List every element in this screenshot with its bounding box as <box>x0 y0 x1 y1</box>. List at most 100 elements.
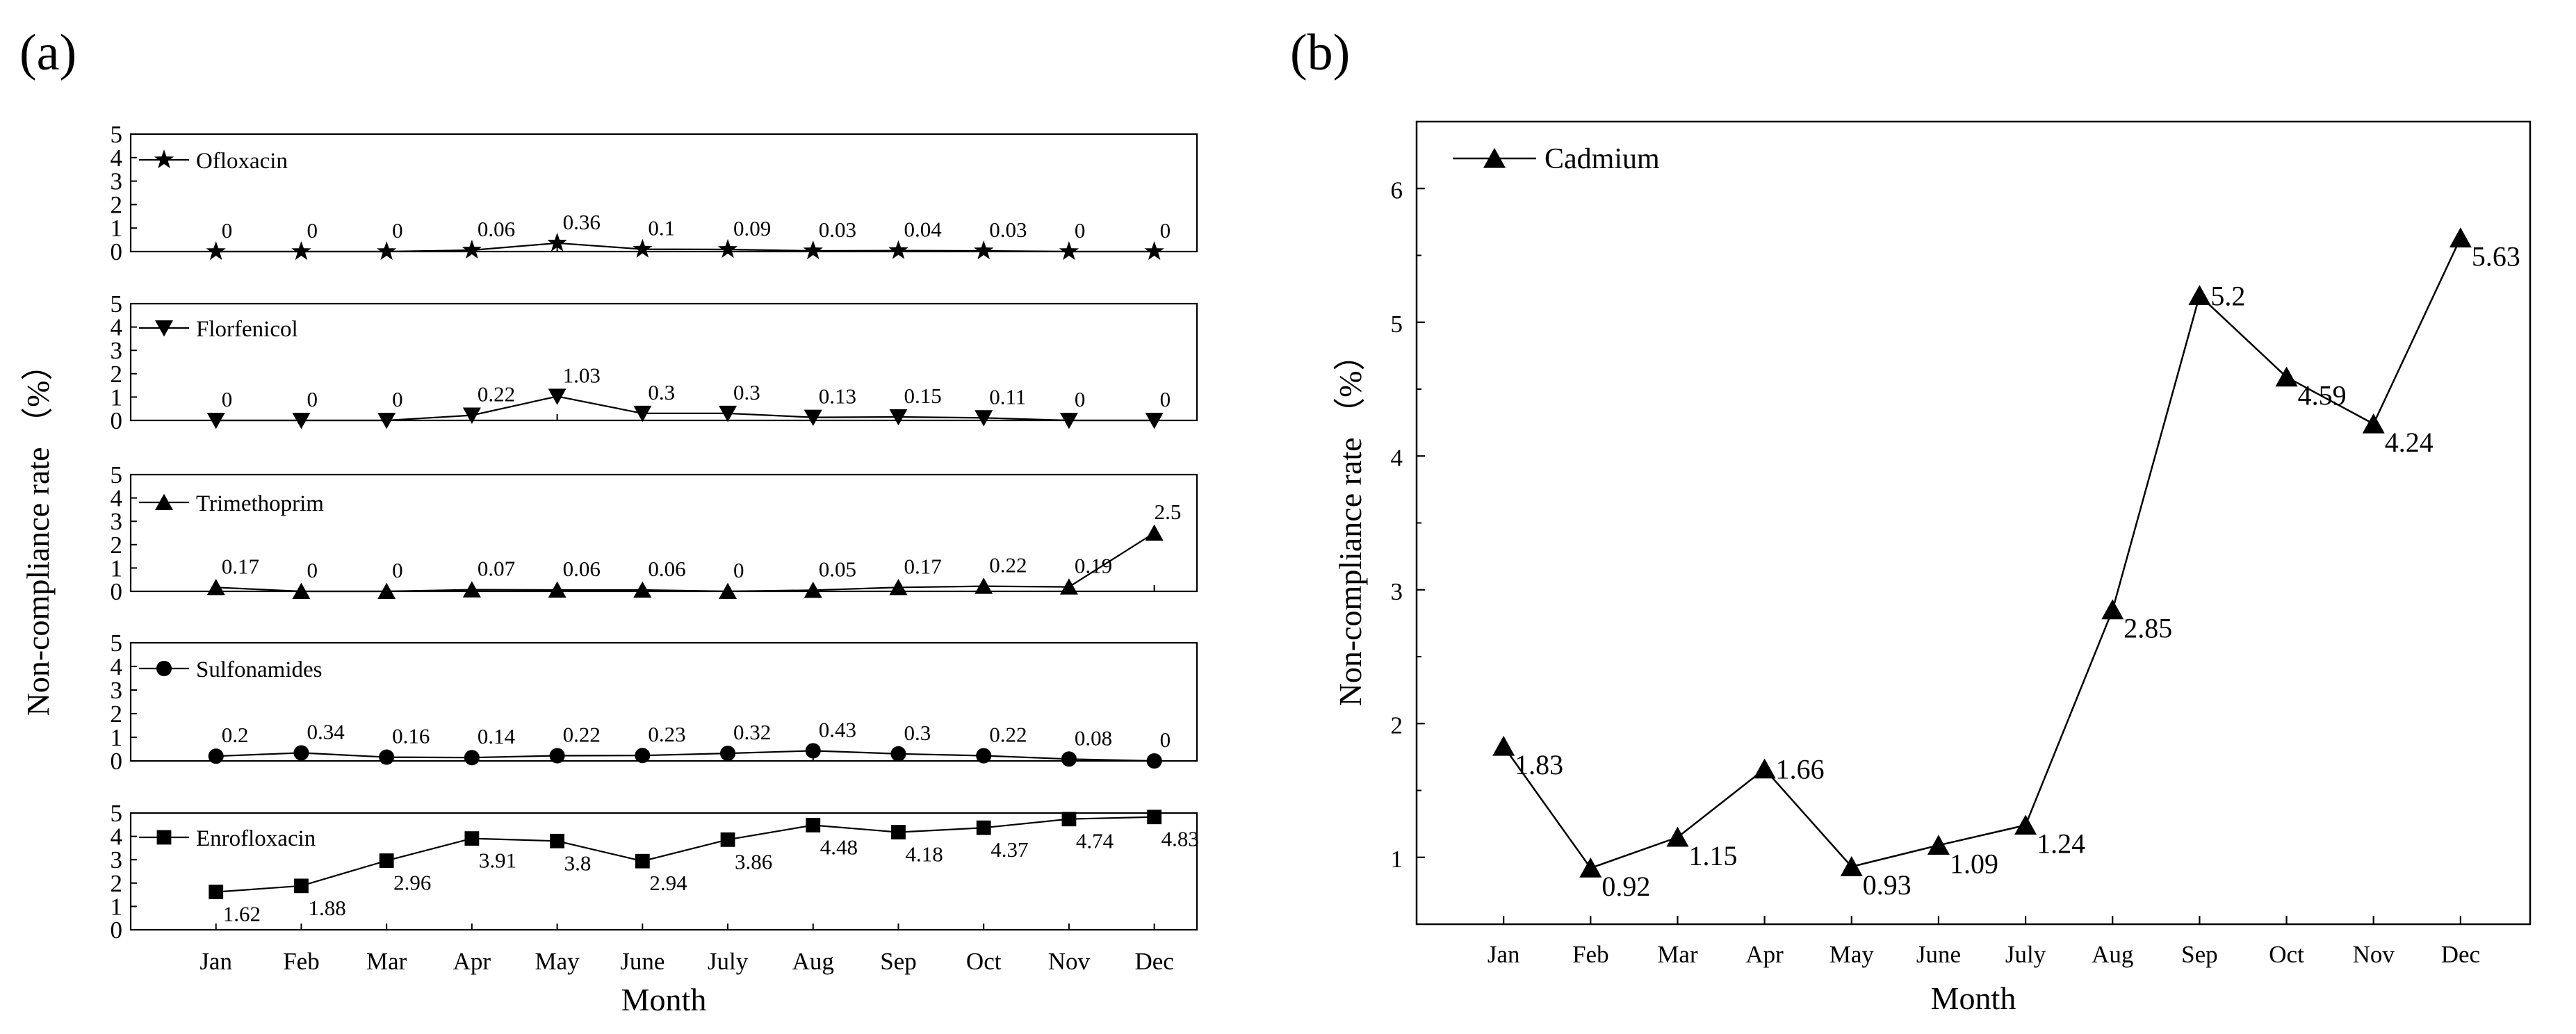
plot-frame <box>129 812 1198 931</box>
data-label: 0.06 <box>563 557 601 581</box>
y-tick-label: 2 <box>111 870 123 897</box>
series-line-sulfonamides <box>215 750 1155 762</box>
x-tick-label: Oct <box>966 948 1002 975</box>
data-point <box>635 748 651 764</box>
data-label: 0.16 <box>392 724 430 748</box>
x-tick-label: Apr <box>1745 941 1784 968</box>
y-tick-label: 5 <box>1391 311 1403 338</box>
y-tick-label: 1 <box>111 215 123 242</box>
series-line-florfenicol <box>215 395 1155 422</box>
y-tick-label: 2 <box>111 361 123 388</box>
data-label: 0 <box>1075 387 1086 411</box>
data-label: 0 <box>392 218 403 243</box>
y-tick-label: 2 <box>111 191 123 218</box>
data-label: 0.05 <box>819 557 856 581</box>
legend-label: Trimethoprim <box>196 491 324 516</box>
data-label: 4.74 <box>1076 829 1114 853</box>
y-tick-label: 5 <box>111 630 123 657</box>
y-tick-label: 5 <box>111 461 123 489</box>
data-point <box>974 240 994 260</box>
legend-marker <box>154 149 174 169</box>
data-point <box>1146 753 1162 769</box>
y-tick-label: 2 <box>111 532 123 559</box>
data-point <box>462 407 481 424</box>
data-label: 0.1 <box>648 216 675 240</box>
y-tick-label: 4 <box>111 314 123 341</box>
x-axis-title: Month <box>621 982 707 1017</box>
x-tick-label: Dec <box>2441 941 2480 968</box>
data-point <box>891 825 906 839</box>
x-tick-label: Jan <box>1487 941 1520 968</box>
y-tick-label: 0 <box>111 407 123 434</box>
data-point <box>2014 814 2037 835</box>
y-tick-label: 4 <box>111 653 123 680</box>
data-point <box>291 241 311 261</box>
data-label: 0 <box>307 218 318 243</box>
y-tick-label: 4 <box>111 145 123 172</box>
data-point <box>633 405 652 422</box>
data-label: 0.14 <box>478 724 516 748</box>
legend-marker <box>156 830 172 845</box>
data-label: 0.11 <box>989 384 1026 409</box>
data-label: 0 <box>307 387 318 411</box>
data-label: 0.15 <box>904 384 941 408</box>
y-tick-label: 4 <box>1391 444 1403 471</box>
data-point <box>633 581 652 598</box>
data-point <box>464 750 480 766</box>
legend-marker <box>156 660 172 677</box>
y-tick-label: 5 <box>111 121 123 148</box>
x-tick-label: Feb <box>1572 941 1609 968</box>
data-label: 1.66 <box>1776 754 1825 785</box>
data-point <box>1927 835 1950 855</box>
data-point <box>806 818 821 832</box>
x-tick-label: May <box>535 948 580 975</box>
data-label: 0.08 <box>1075 725 1112 750</box>
data-point <box>889 578 908 596</box>
data-point <box>206 412 225 429</box>
data-label: 0.2 <box>222 723 249 747</box>
data-label: 4.24 <box>2385 427 2434 458</box>
y-tick-label: 0 <box>111 238 123 265</box>
data-point <box>379 853 394 868</box>
x-tick-label: May <box>1829 941 1875 968</box>
data-label: 0.3 <box>648 380 675 404</box>
x-tick-label: July <box>708 948 749 975</box>
y-tick-label: 3 <box>111 508 123 535</box>
data-label: 0.3 <box>733 380 760 404</box>
data-point <box>294 878 309 894</box>
data-point <box>206 241 226 261</box>
data-label: 0.06 <box>648 557 685 581</box>
series-line-enrofloxacin <box>215 816 1155 893</box>
data-label: 5.2 <box>2210 280 2245 311</box>
y-tick-label: 3 <box>111 846 123 873</box>
y-tick-label: 5 <box>111 800 123 827</box>
data-label: 1.83 <box>1515 749 1563 780</box>
y-tick-label: 1 <box>111 893 123 920</box>
data-label: 0 <box>222 218 233 243</box>
x-tick-label: Apr <box>453 948 491 975</box>
data-point <box>1059 412 1078 429</box>
x-tick-label: June <box>1916 941 1961 968</box>
data-point <box>379 749 395 765</box>
legend-label: Sulfonamides <box>196 657 322 682</box>
x-tick-label: Dec <box>1134 948 1173 975</box>
data-point <box>547 232 567 252</box>
legend-label: Cadmium <box>1544 143 1660 175</box>
data-label: 1.03 <box>563 363 601 387</box>
y-tick-label: 0 <box>111 578 123 605</box>
data-label: 0.23 <box>648 722 685 746</box>
data-label: 3.86 <box>735 849 772 873</box>
y-tick-label: 1 <box>1391 846 1403 873</box>
data-label: 4.37 <box>991 837 1028 862</box>
data-point <box>889 409 908 426</box>
x-tick-label: Aug <box>2092 941 2133 968</box>
data-label: 0.04 <box>904 218 942 242</box>
data-point <box>548 388 566 405</box>
data-label: 0.09 <box>733 216 771 240</box>
data-label: 0 <box>1075 218 1086 243</box>
data-label: 1.24 <box>2037 828 2085 860</box>
data-point <box>1147 810 1162 825</box>
